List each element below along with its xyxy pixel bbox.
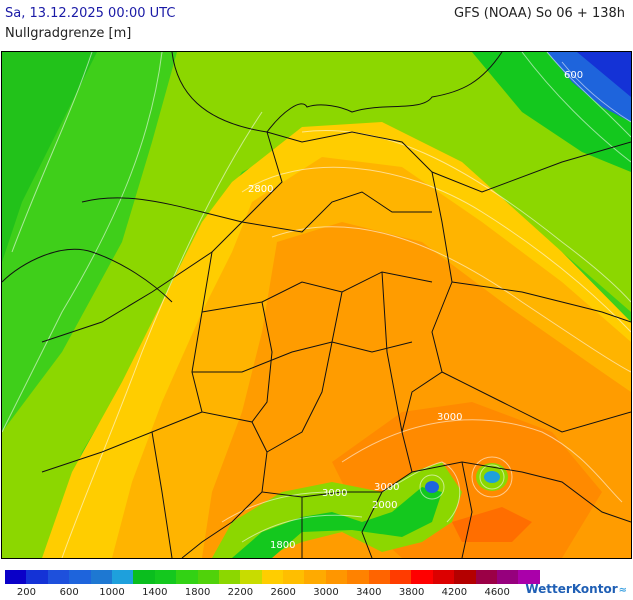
legend-swatch bbox=[283, 570, 305, 584]
legend-swatch bbox=[218, 570, 241, 584]
legend-swatch bbox=[496, 570, 519, 584]
legend-swatch bbox=[368, 570, 391, 584]
legend-swatch bbox=[69, 570, 91, 584]
legend-label: 1400 bbox=[142, 587, 168, 598]
legend-swatch bbox=[26, 570, 48, 584]
model-run-label: GFS (NOAA) So 06 + 138h bbox=[454, 6, 625, 21]
band-alps-darkgreen bbox=[232, 487, 442, 558]
legend-color-bar bbox=[5, 570, 540, 584]
legend-swatch bbox=[197, 570, 219, 584]
legend-swatch bbox=[325, 570, 348, 584]
legend-label: 1000 bbox=[99, 587, 125, 598]
forecast-datetime: Sa, 13.12.2025 00:00 UTC bbox=[5, 6, 176, 21]
legend-swatch bbox=[475, 570, 497, 584]
legend-label: 4200 bbox=[441, 587, 468, 598]
brand-logo: WetterKontor≈ bbox=[525, 582, 627, 596]
legend-swatch bbox=[154, 570, 177, 584]
legend-swatch bbox=[90, 570, 112, 584]
legend-swatch bbox=[347, 570, 369, 584]
contour-label-3000-b: 3000 bbox=[374, 482, 399, 493]
legend-swatch bbox=[261, 570, 284, 584]
legend-swatch bbox=[411, 570, 433, 584]
legend-label: 3000 bbox=[313, 587, 339, 598]
brand-wave-icon: ≈ bbox=[618, 585, 627, 596]
legend-label: 4600 bbox=[484, 587, 510, 598]
band-darkblue-ne bbox=[577, 52, 631, 97]
contour-label-600: 600 bbox=[564, 70, 583, 81]
legend-label: 600 bbox=[59, 587, 79, 598]
parameter-label: Nullgradgrenze [m] bbox=[5, 26, 132, 41]
contour-label-1800: 1800 bbox=[270, 540, 295, 551]
legend-swatch bbox=[133, 570, 155, 584]
legend-label: 2200 bbox=[227, 587, 254, 598]
freezing-level-map: 600 2800 3000 3000 3000 2000 1800 bbox=[1, 51, 632, 559]
contour-label-3000-c: 3000 bbox=[322, 488, 347, 499]
legend-label: 3800 bbox=[398, 587, 425, 598]
legend-swatch bbox=[176, 570, 198, 584]
alps-blue-spot bbox=[425, 481, 439, 493]
legend-swatch bbox=[47, 570, 70, 584]
legend-swatch bbox=[390, 570, 412, 584]
band-red-pocket bbox=[452, 507, 532, 542]
legend-label: 200 bbox=[16, 587, 36, 598]
legend-swatch bbox=[454, 570, 476, 584]
alps-cyan-spot-e bbox=[484, 471, 500, 483]
band-darkgreen-west bbox=[2, 52, 97, 262]
contour-label-2000: 2000 bbox=[372, 500, 397, 511]
legend-swatch bbox=[432, 570, 455, 584]
legend-label: 2600 bbox=[270, 587, 296, 598]
legend-label: 3400 bbox=[356, 587, 382, 598]
legend-swatch bbox=[111, 570, 134, 584]
legend-swatch bbox=[5, 570, 27, 584]
legend-swatch bbox=[240, 570, 262, 584]
contour-label-2800: 2800 bbox=[248, 184, 273, 195]
contour-label-3000-a: 3000 bbox=[437, 412, 462, 423]
legend-label: 1800 bbox=[184, 587, 211, 598]
legend-swatch bbox=[304, 570, 326, 584]
legend-swatch bbox=[518, 570, 540, 584]
